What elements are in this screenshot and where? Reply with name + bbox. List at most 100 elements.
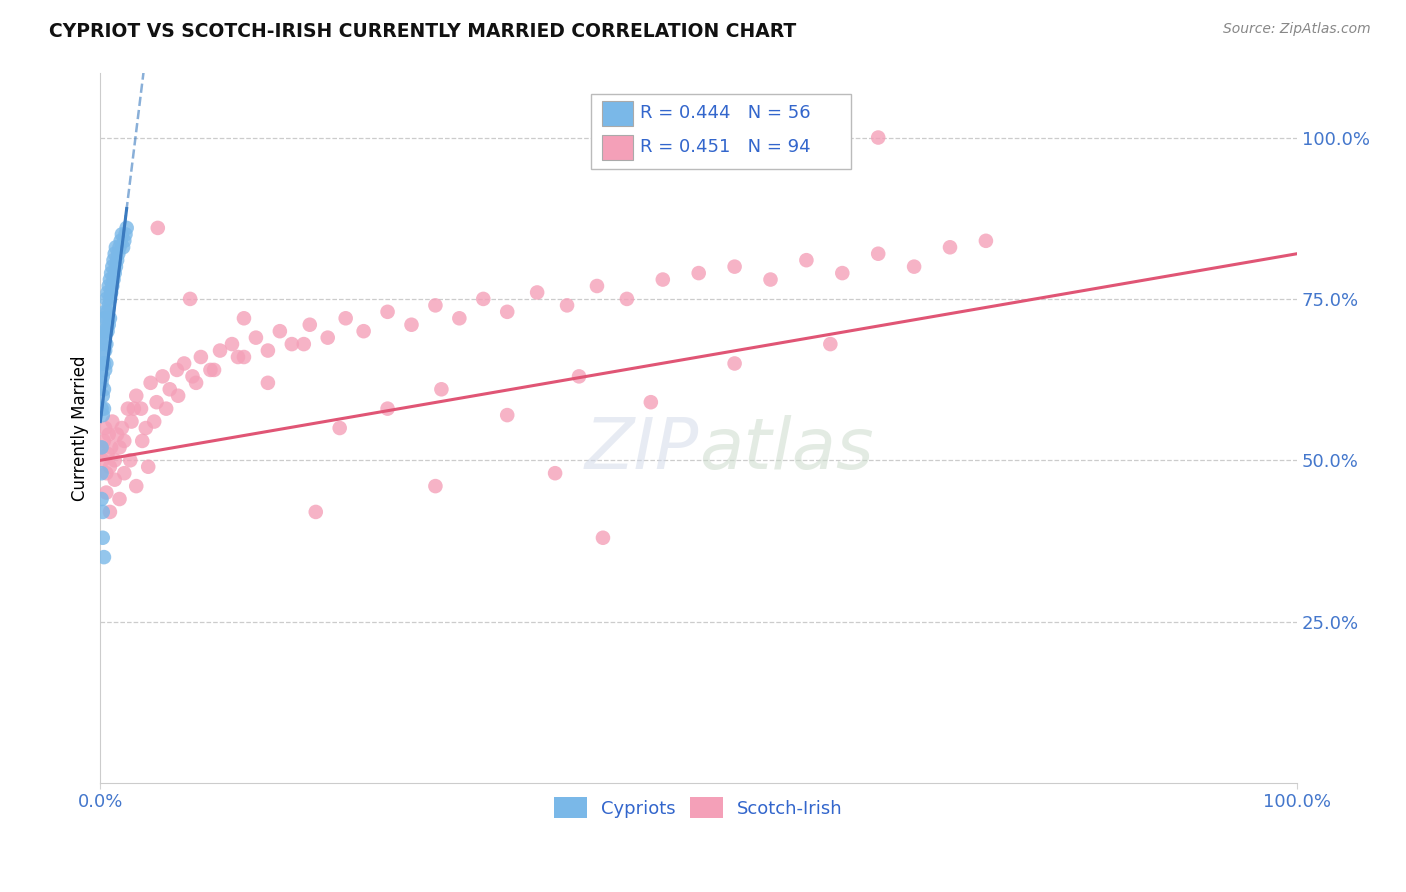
Point: [91, 453, 114, 467]
Point: [110, 234, 132, 248]
Point: [586, 279, 609, 293]
Point: [759, 272, 782, 286]
Point: [108, 441, 131, 455]
Point: [425, 479, 447, 493]
Point: [796, 253, 818, 268]
Point: [96, 356, 118, 370]
Point: [425, 298, 447, 312]
Point: [93, 382, 115, 396]
Point: [94, 421, 117, 435]
Text: atlas: atlas: [699, 415, 873, 483]
Point: [98, 292, 121, 306]
Point: [90, 401, 112, 416]
Point: [146, 220, 169, 235]
Point: [93, 331, 115, 345]
Point: [104, 453, 127, 467]
Point: [112, 466, 135, 480]
Point: [120, 453, 142, 467]
Point: [190, 350, 212, 364]
Point: [200, 363, 222, 377]
Point: [91, 389, 114, 403]
Point: [93, 311, 115, 326]
Point: [377, 305, 399, 319]
Point: [96, 447, 118, 461]
Point: [114, 227, 136, 242]
Text: Source: ZipAtlas.com: Source: ZipAtlas.com: [1223, 22, 1371, 37]
Point: [257, 376, 280, 390]
Point: [104, 240, 127, 254]
Point: [90, 441, 112, 455]
Point: [115, 220, 138, 235]
Point: [91, 324, 114, 338]
Point: [135, 421, 157, 435]
Point: [121, 415, 143, 429]
Point: [269, 324, 291, 338]
Point: [281, 337, 304, 351]
Point: [107, 246, 129, 260]
Point: [974, 234, 997, 248]
Point: [496, 305, 519, 319]
Point: [105, 427, 128, 442]
Point: [159, 382, 181, 396]
Point: [101, 279, 124, 293]
Point: [651, 272, 673, 286]
Point: [526, 285, 548, 300]
Point: [90, 466, 112, 480]
Point: [111, 421, 134, 435]
Point: [125, 389, 148, 403]
Point: [377, 401, 399, 416]
Point: [544, 466, 567, 480]
Point: [112, 240, 135, 254]
Point: [91, 350, 114, 364]
Point: [723, 260, 745, 274]
Point: [472, 292, 495, 306]
Point: [108, 240, 131, 254]
Point: [179, 292, 201, 306]
Point: [292, 337, 315, 351]
Point: [129, 401, 152, 416]
Point: [298, 318, 321, 332]
Point: [122, 401, 145, 416]
Point: [145, 395, 167, 409]
Point: [496, 408, 519, 422]
Point: [245, 331, 267, 345]
Point: [233, 350, 256, 364]
Point: [96, 311, 118, 326]
Point: [96, 485, 118, 500]
Point: [329, 421, 352, 435]
Point: [723, 356, 745, 370]
Point: [688, 266, 710, 280]
Point: [98, 505, 121, 519]
Point: [111, 227, 134, 242]
Point: [903, 260, 925, 274]
Point: [117, 401, 139, 416]
Point: [616, 292, 638, 306]
Point: [93, 434, 115, 448]
Point: [104, 260, 127, 274]
Point: [202, 363, 225, 377]
Point: [101, 260, 124, 274]
Point: [233, 311, 256, 326]
Point: [90, 356, 112, 370]
Point: [100, 266, 122, 280]
Point: [104, 473, 127, 487]
Point: [112, 434, 135, 448]
Point: [868, 246, 890, 260]
Point: [316, 331, 339, 345]
Point: [101, 415, 124, 429]
Point: [105, 253, 128, 268]
Text: R = 0.444   N = 56: R = 0.444 N = 56: [640, 104, 810, 122]
Point: [90, 376, 112, 390]
Point: [108, 491, 131, 506]
Text: R = 0.451   N = 94: R = 0.451 N = 94: [640, 138, 810, 156]
Point: [97, 427, 120, 442]
Point: [104, 246, 127, 260]
Point: [449, 311, 471, 326]
Point: [91, 531, 114, 545]
Point: [640, 395, 662, 409]
Point: [335, 311, 357, 326]
Point: [112, 234, 135, 248]
Point: [93, 401, 115, 416]
Point: [97, 298, 120, 312]
Point: [305, 505, 328, 519]
